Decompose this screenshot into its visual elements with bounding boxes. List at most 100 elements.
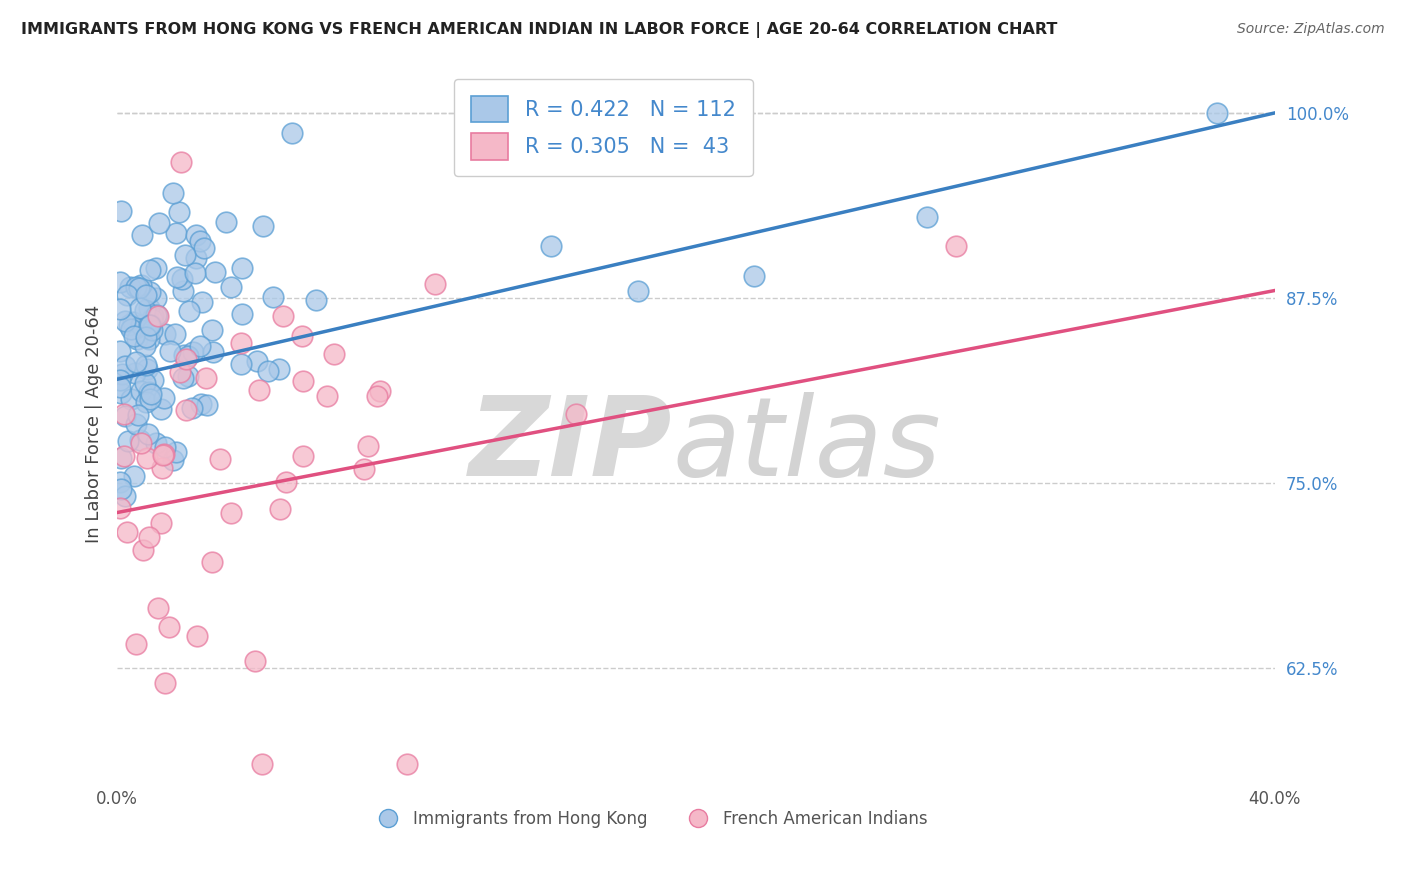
Point	[141, 311, 163, 326]
Point	[159, 344, 181, 359]
Text: ZIP: ZIP	[470, 392, 673, 499]
Point	[183, 345, 205, 359]
Point	[195, 371, 218, 385]
Point	[281, 127, 304, 141]
Point	[188, 235, 211, 249]
Point	[172, 371, 194, 385]
Point	[152, 448, 174, 462]
Point	[195, 399, 218, 413]
Point	[184, 266, 207, 280]
Point	[247, 383, 270, 397]
Point	[108, 380, 131, 394]
Point	[148, 309, 170, 323]
Point	[142, 373, 165, 387]
Text: IMMIGRANTS FROM HONG KONG VS FRENCH AMERICAN INDIAN IN LABOR FORCE | AGE 20-64 C: IMMIGRANTS FROM HONG KONG VS FRENCH AMER…	[21, 22, 1057, 38]
Point	[174, 351, 197, 366]
Point	[135, 358, 157, 372]
Point	[425, 277, 447, 292]
Point	[742, 268, 765, 283]
Point	[273, 309, 295, 323]
Point	[136, 450, 159, 465]
Point	[291, 328, 314, 343]
Point	[322, 347, 344, 361]
Point	[231, 307, 253, 321]
Point	[122, 329, 145, 343]
Point	[170, 154, 193, 169]
Point	[146, 308, 169, 322]
Point	[190, 397, 212, 411]
Point	[125, 637, 148, 651]
Point	[162, 453, 184, 467]
Point	[141, 323, 163, 337]
Point	[280, 846, 302, 860]
Point	[134, 376, 156, 390]
Legend: Immigrants from Hong Kong, French American Indians: Immigrants from Hong Kong, French Americ…	[366, 803, 934, 835]
Point	[149, 516, 172, 530]
Point	[166, 270, 188, 285]
Text: atlas: atlas	[673, 392, 942, 499]
Point	[110, 204, 132, 219]
Point	[153, 391, 176, 405]
Point	[110, 451, 132, 466]
Point	[243, 654, 266, 668]
Point	[167, 205, 190, 219]
Point	[945, 239, 967, 253]
Point	[108, 501, 131, 516]
Point	[148, 216, 170, 230]
Point	[122, 469, 145, 483]
Point	[108, 475, 131, 490]
Point	[153, 441, 176, 455]
Point	[315, 389, 337, 403]
Point	[157, 619, 180, 633]
Point	[129, 436, 152, 450]
Point	[110, 385, 132, 400]
Point	[176, 349, 198, 363]
Point	[219, 506, 242, 520]
Point	[129, 384, 152, 398]
Point	[125, 331, 148, 345]
Point	[138, 318, 160, 332]
Point	[145, 260, 167, 275]
Point	[291, 374, 314, 388]
Point	[125, 355, 148, 369]
Point	[219, 280, 242, 294]
Point	[202, 345, 225, 359]
Point	[120, 321, 142, 335]
Point	[565, 407, 588, 421]
Point	[136, 426, 159, 441]
Point	[138, 318, 160, 332]
Point	[115, 524, 138, 539]
Point	[246, 354, 269, 368]
Point	[110, 483, 132, 497]
Point	[111, 368, 134, 382]
Point	[165, 226, 187, 240]
Point	[180, 401, 202, 416]
Point	[257, 364, 280, 378]
Point	[292, 449, 315, 463]
Point	[193, 241, 215, 255]
Point	[229, 357, 252, 371]
Point	[128, 280, 150, 294]
Point	[108, 343, 131, 358]
Point	[135, 330, 157, 344]
Point	[138, 385, 160, 400]
Y-axis label: In Labor Force | Age 20-64: In Labor Force | Age 20-64	[86, 304, 103, 543]
Point	[191, 295, 214, 310]
Point	[174, 248, 197, 262]
Point	[132, 543, 155, 558]
Point	[134, 339, 156, 353]
Point	[204, 265, 226, 279]
Point	[127, 408, 149, 422]
Point	[173, 348, 195, 362]
Point	[114, 409, 136, 424]
Text: Source: ZipAtlas.com: Source: ZipAtlas.com	[1237, 22, 1385, 37]
Point	[114, 489, 136, 503]
Point	[129, 301, 152, 315]
Point	[145, 436, 167, 450]
Point	[136, 362, 159, 376]
Point	[114, 314, 136, 328]
Point	[145, 292, 167, 306]
Point	[163, 327, 186, 342]
Point	[145, 308, 167, 322]
Point	[165, 445, 187, 459]
